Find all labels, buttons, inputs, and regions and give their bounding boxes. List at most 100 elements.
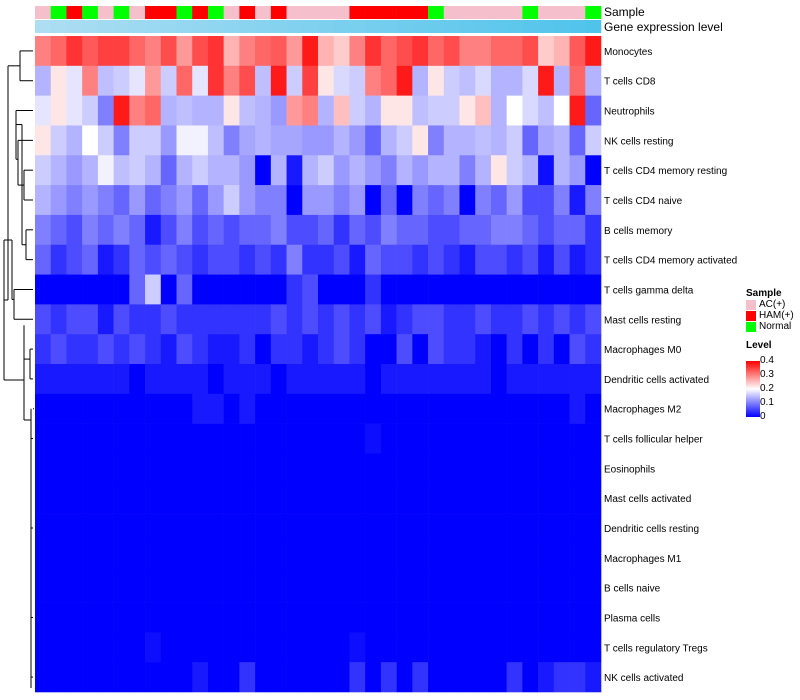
gene-annotation-cell <box>66 20 83 33</box>
sample-annotation-cell <box>553 6 570 19</box>
gene-expression-annotation-bar <box>35 20 602 33</box>
heatmap-cell <box>443 602 460 633</box>
heatmap-cell <box>160 572 177 603</box>
heatmap-cell <box>443 274 460 305</box>
heatmap-cell <box>129 334 146 365</box>
heatmap-cell <box>239 453 256 484</box>
heatmap-cell <box>428 65 445 96</box>
heatmap-cell <box>475 334 492 365</box>
heatmap-cell <box>286 364 303 395</box>
heatmap-cell <box>443 542 460 574</box>
row-label: Dendritic cells resting <box>604 524 699 535</box>
heatmap-cell <box>333 483 350 514</box>
heatmap-cell <box>145 662 162 693</box>
heatmap-cell <box>270 483 287 514</box>
heatmap-cell <box>160 662 177 693</box>
heatmap-cell <box>459 632 476 663</box>
heatmap-cell <box>82 274 99 305</box>
heatmap-cell <box>333 95 350 126</box>
heatmap-cell <box>412 95 429 126</box>
heatmap-cell <box>569 304 586 335</box>
heatmap-cell <box>412 393 429 424</box>
heatmap-cell <box>270 453 287 484</box>
heatmap-cell <box>160 304 177 335</box>
heatmap-cell <box>82 304 99 335</box>
heatmap-cell <box>129 602 146 633</box>
heatmap-cell <box>176 36 193 67</box>
heatmap-cell <box>490 185 507 216</box>
sample-annotation-cell <box>66 6 83 19</box>
heatmap-cell <box>35 542 52 574</box>
heatmap-cell <box>318 36 335 67</box>
heatmap-cell <box>223 334 240 365</box>
heatmap-cell <box>506 334 523 365</box>
heatmap-cell <box>192 334 209 365</box>
heatmap-cell <box>66 393 83 424</box>
heatmap-cell <box>553 155 570 186</box>
heatmap-cell <box>82 214 99 246</box>
heatmap-cell <box>365 155 382 186</box>
heatmap-cell <box>459 602 476 633</box>
heatmap-cell <box>176 244 193 275</box>
heatmap-cell <box>302 602 319 633</box>
heatmap-cell <box>270 513 287 544</box>
heatmap-cell <box>223 214 240 246</box>
heatmap-cell <box>66 364 83 395</box>
heatmap-cell <box>35 453 52 484</box>
heatmap-cell <box>569 483 586 514</box>
heatmap-cell <box>129 423 146 454</box>
legend-item-ac: AC(+) <box>746 299 794 310</box>
heatmap-cell <box>97 423 114 454</box>
heatmap-cell <box>585 602 602 633</box>
sample-annotation-cell <box>412 6 429 19</box>
heatmap-cell <box>239 214 256 246</box>
heatmap-cell <box>569 244 586 275</box>
heatmap-cell <box>569 65 586 96</box>
heatmap-cell <box>443 334 460 365</box>
row-label: NK cells activated <box>604 673 683 684</box>
heatmap-cell <box>176 214 193 246</box>
heatmap-cell <box>522 185 539 216</box>
heatmap-cell <box>443 244 460 275</box>
heatmap-cell <box>176 155 193 186</box>
heatmap-cell <box>553 334 570 365</box>
heatmap-cell <box>255 423 272 454</box>
heatmap-cell <box>223 572 240 603</box>
heatmap-cell <box>569 185 586 216</box>
heatmap-cell <box>223 155 240 186</box>
heatmap-cell <box>145 125 162 156</box>
gene-annotation-cell <box>522 20 539 33</box>
heatmap-cell <box>428 334 445 365</box>
row-label: Dendritic cells activated <box>604 375 709 386</box>
heatmap-cell <box>113 125 130 156</box>
heatmap-cell <box>35 214 52 246</box>
heatmap-cell <box>82 662 99 693</box>
heatmap-cell <box>459 65 476 96</box>
heatmap-cell <box>396 423 413 454</box>
heatmap-cell <box>475 423 492 454</box>
heatmap-cell <box>522 95 539 126</box>
heatmap-cell <box>522 513 539 544</box>
heatmap-cell <box>396 65 413 96</box>
heatmap-cell <box>553 364 570 395</box>
heatmap-cell <box>396 632 413 663</box>
heatmap-cell <box>160 95 177 126</box>
heatmap-cell <box>129 125 146 156</box>
row-label: T cells CD4 memory resting <box>604 166 727 177</box>
heatmap-cell <box>538 334 555 365</box>
heatmap-cell <box>160 125 177 156</box>
heatmap-cell <box>443 632 460 663</box>
heatmap-cell <box>302 274 319 305</box>
heatmap-cell <box>145 185 162 216</box>
heatmap-cell <box>553 602 570 633</box>
heatmap-cell <box>428 632 445 663</box>
level-tick: 0.3 <box>760 369 774 380</box>
heatmap-cell <box>538 423 555 454</box>
heatmap-cell <box>50 513 67 544</box>
heatmap-cell <box>66 602 83 633</box>
heatmap-cell <box>302 36 319 67</box>
heatmap-cell <box>207 334 224 365</box>
heatmap-cell <box>286 95 303 126</box>
heatmap-cell <box>412 662 429 693</box>
heatmap-cell <box>380 453 397 484</box>
